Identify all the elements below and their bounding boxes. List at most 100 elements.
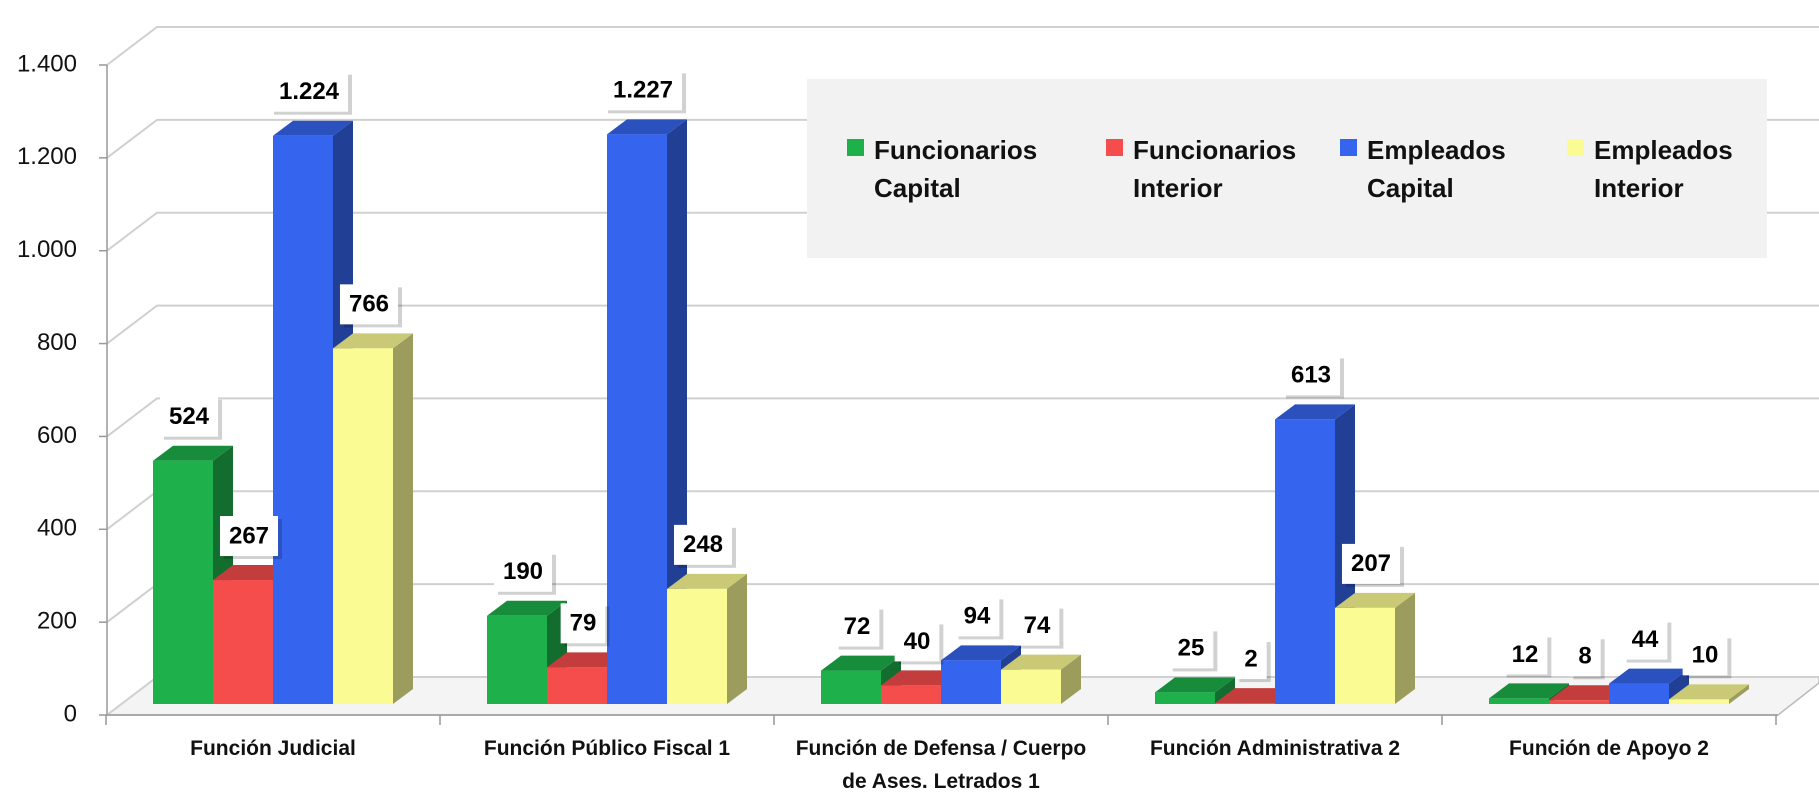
data-label: 40 [894,621,944,665]
label-box [894,621,940,662]
y-tick-label: 0 [64,700,77,727]
bar-top [1669,684,1749,700]
label-box [1569,636,1601,677]
data-label-text: 1.224 [279,78,340,105]
data-label: 8 [1569,636,1605,680]
bar-top [821,655,901,671]
bar [1215,703,1275,704]
label-box [339,284,399,325]
bar-top [941,645,1021,661]
y-tick-label: 1.000 [17,236,77,263]
bar [1549,700,1609,704]
data-label: 267 [219,516,283,560]
x-tick-label: Función de Defensa / Cuerpo de Ases. Let… [795,737,1087,793]
x-tick-label: Función Público Fiscal 1 [483,737,731,760]
data-label: 766 [339,284,403,328]
bar-top [153,445,233,461]
data-label-text: 8 [1578,643,1591,670]
label-box [1235,639,1267,680]
bar [487,615,547,704]
label-box [159,396,219,437]
bar [941,660,1001,704]
bar [1489,698,1549,704]
label-box [1281,355,1341,396]
data-label-text: 2 [1244,645,1257,672]
data-label: 72 [834,606,884,650]
data-label-text: 74 [1024,612,1051,639]
bar-side [393,333,413,704]
bar-side [1669,668,1689,704]
data-label-text: 10 [1692,642,1719,669]
data-label-text: 190 [503,558,543,585]
data-label-text: 766 [349,291,389,318]
label-box [269,71,349,112]
label-box [1502,634,1548,675]
bar [213,580,273,704]
bar [273,135,333,704]
bar-side [727,573,747,704]
data-label-text: 1.227 [613,77,673,104]
x-tick-label: Función Administrativa 2 [1149,737,1401,760]
label-box [603,70,683,111]
bar-top [1275,404,1355,420]
data-label: 25 [1168,628,1218,672]
bar-top [1155,677,1235,693]
label-box [673,524,733,565]
bar-top [667,573,747,589]
data-label: 2 [1235,639,1271,683]
data-label: 12 [1502,634,1552,678]
bar [153,460,213,704]
legend-item: Funcionarios Capital [847,131,1049,207]
data-label-text: 524 [169,403,210,430]
bar [1155,692,1215,704]
bar [607,134,667,705]
data-label: 207 [1341,543,1405,587]
legend-label: Funcionarios Interior [1133,135,1297,203]
legend-swatch [847,139,864,156]
y-tick-label: 600 [37,422,77,449]
data-label-text: 248 [683,531,723,558]
y-tick-label: 1.200 [17,143,77,170]
data-label: 74 [1014,605,1064,649]
bar-top [487,600,567,616]
label-box [219,516,279,557]
y-tick-label: 1.400 [17,50,77,77]
data-label-text: 40 [904,628,931,655]
data-label: 524 [159,396,223,440]
grid-line [106,304,1819,345]
legend-label: Empleados Capital [1367,135,1506,203]
bar [821,670,881,704]
data-label: 79 [560,603,610,647]
bar-side [1729,684,1749,704]
data-label: 1.224 [269,71,353,115]
label-box [560,603,606,644]
data-label: 10 [1682,635,1732,679]
label-box [1622,619,1668,660]
legend-swatch [1106,139,1123,156]
legend-label: Funcionarios Capital [874,135,1038,203]
legend-item: Empleados Interior [1567,131,1769,207]
bar-top [1609,668,1689,684]
label-box [1341,543,1401,584]
bar [1335,607,1395,704]
x-tick-label: Función Judicial [190,737,356,760]
data-label-text: 72 [844,613,871,640]
data-label-text: 25 [1178,635,1205,662]
legend-item: Empleados Capital [1340,131,1542,207]
data-label-text: 207 [1351,550,1391,577]
bar-top [273,120,353,136]
data-label: 44 [1622,619,1672,663]
legend-swatch [1340,139,1357,156]
data-label-text: 94 [964,603,991,630]
y-tick-label: 200 [37,607,77,634]
bar-side [1215,677,1235,704]
label-box [834,606,880,647]
bar-top [1489,683,1569,699]
bar-side [1061,654,1081,704]
x-tick-label: Función de Apoyo 2 [1509,737,1709,760]
grid-line [106,397,1819,438]
data-label-text: 79 [570,610,597,637]
bar-top [333,333,413,349]
